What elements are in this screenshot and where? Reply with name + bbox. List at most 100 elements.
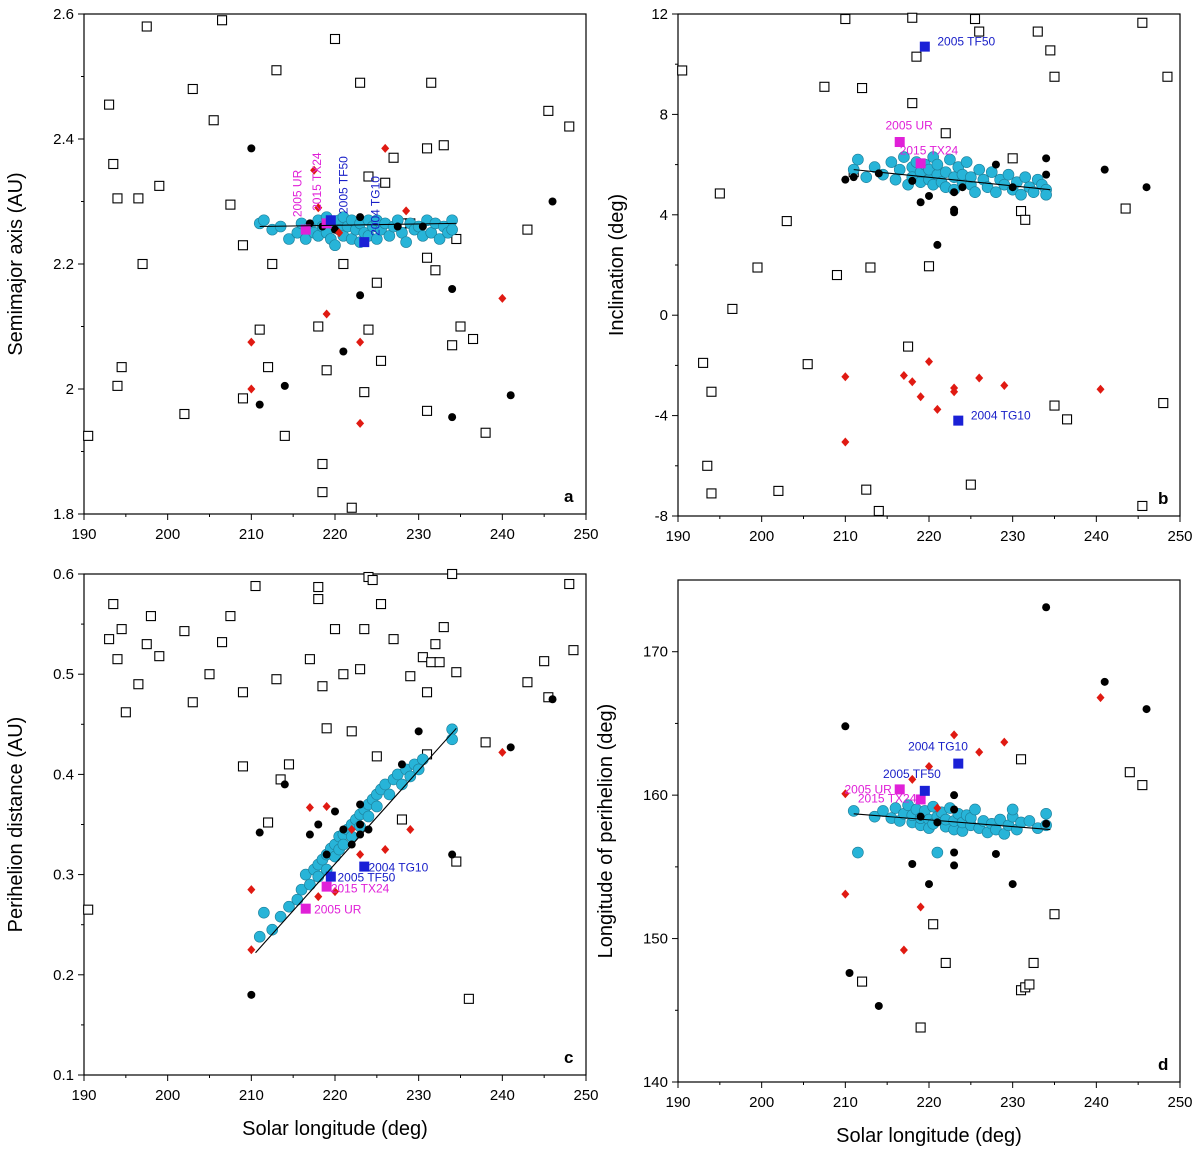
point-open-square	[338, 258, 349, 270]
point-open-square	[317, 487, 328, 498]
point-cyan-circle	[258, 906, 270, 919]
point-open-square	[451, 856, 462, 867]
point-cyan-circle	[868, 810, 881, 823]
point-magenta-square	[321, 881, 332, 892]
point-cyan-circle	[969, 186, 981, 199]
x-tick-label: 250	[1167, 1094, 1192, 1111]
point-open-square	[237, 240, 249, 251]
y-tick-label: 0.2	[53, 967, 74, 984]
point-open-square	[714, 188, 725, 199]
point-open-square	[363, 324, 374, 335]
series-magenta-square	[300, 881, 332, 914]
series-red-diamond	[841, 693, 1105, 955]
x-tick-label: 230	[1000, 1094, 1025, 1111]
point-cyan-circle	[274, 910, 287, 923]
point-open-square	[254, 324, 265, 335]
point-red-diamond	[381, 845, 390, 855]
point-black-circle	[305, 830, 314, 839]
series-black-circle	[841, 603, 1151, 1010]
point-open-square	[346, 726, 357, 737]
fit-line	[853, 169, 1051, 191]
point-red-diamond	[975, 373, 984, 383]
point-red-diamond	[908, 774, 917, 784]
point-open-square	[154, 180, 165, 191]
point-magenta-square	[894, 784, 905, 795]
point-open-square	[388, 634, 399, 645]
point-open-square	[564, 121, 575, 132]
point-open-square	[279, 430, 290, 441]
y-tick-label: 2.2	[53, 256, 74, 273]
point-open-square	[857, 976, 868, 987]
point-cyan-circle	[1040, 807, 1052, 820]
y-tick-label: -4	[655, 408, 668, 425]
y-axis-label: Perihelion distance (AU)	[5, 717, 27, 933]
point-black-circle	[991, 849, 1000, 858]
point-red-diamond	[933, 803, 942, 813]
point-open-square	[1120, 203, 1131, 214]
point-red-diamond	[1096, 693, 1105, 703]
point-black-circle	[548, 197, 557, 206]
point-black-circle	[506, 391, 515, 400]
point-black-circle	[255, 828, 264, 837]
point-open-square	[1158, 397, 1169, 409]
point-open-square	[179, 408, 190, 420]
x-tick-label: 250	[1167, 528, 1192, 545]
point-open-square	[83, 430, 94, 441]
x-tick-label: 220	[322, 1087, 347, 1104]
point-cyan-circle	[304, 878, 316, 891]
point-cyan-circle	[1027, 186, 1040, 199]
series-cyan-circle	[847, 799, 1052, 859]
point-red-diamond	[322, 801, 331, 811]
point-red-diamond	[841, 889, 850, 899]
point-open-square	[237, 393, 249, 404]
point-open-square	[217, 15, 228, 26]
y-tick-label: -8	[655, 508, 668, 525]
point-open-square	[840, 13, 851, 25]
point-open-square	[317, 458, 328, 470]
point-open-square	[421, 143, 433, 154]
point-black-circle	[448, 285, 457, 293]
point-red-diamond	[899, 370, 908, 380]
point-open-square	[1137, 500, 1148, 512]
plot-frame	[83, 573, 587, 1076]
point-open-square	[321, 365, 332, 376]
point-open-square	[802, 359, 813, 370]
point-black-circle	[916, 198, 925, 207]
point-red-diamond	[498, 747, 507, 757]
point-label: 2004 TG10	[908, 740, 968, 754]
y-tick-label: 12	[651, 6, 668, 23]
point-black-circle	[356, 213, 365, 222]
point-black-circle	[908, 176, 917, 185]
point-open-square	[371, 277, 382, 288]
point-open-square	[313, 321, 324, 332]
x-tick-label: 230	[406, 1087, 431, 1104]
point-black-circle	[950, 805, 959, 814]
point-black-circle	[933, 818, 942, 827]
point-open-square	[237, 687, 249, 698]
point-open-square	[1049, 400, 1060, 411]
point-cyan-circle	[1002, 168, 1015, 181]
point-open-square	[317, 681, 328, 692]
point-open-square	[1015, 754, 1027, 765]
point-open-square	[104, 634, 115, 645]
point-blue-square	[953, 758, 964, 769]
point-open-square	[417, 652, 428, 663]
point-open-square	[915, 1022, 926, 1033]
y-tick-label: 8	[660, 106, 668, 123]
point-red-diamond	[498, 293, 507, 303]
point-open-square	[923, 261, 935, 272]
x-axis-label: Solar longitude (deg)	[836, 1125, 1022, 1147]
point-open-square	[120, 707, 131, 718]
point-open-square	[133, 679, 144, 690]
point-cyan-circle	[446, 223, 458, 236]
point-label: 2004 TG10	[368, 176, 382, 236]
point-cyan-circle	[266, 923, 279, 936]
point-cyan-circle	[283, 900, 295, 913]
point-open-square	[1007, 153, 1018, 164]
point-red-diamond	[1000, 380, 1009, 390]
x-tick-label: 240	[490, 526, 515, 543]
point-cyan-circle	[847, 805, 860, 817]
point-open-square	[1162, 71, 1173, 82]
point-open-square	[225, 199, 236, 210]
point-open-square	[359, 387, 370, 398]
